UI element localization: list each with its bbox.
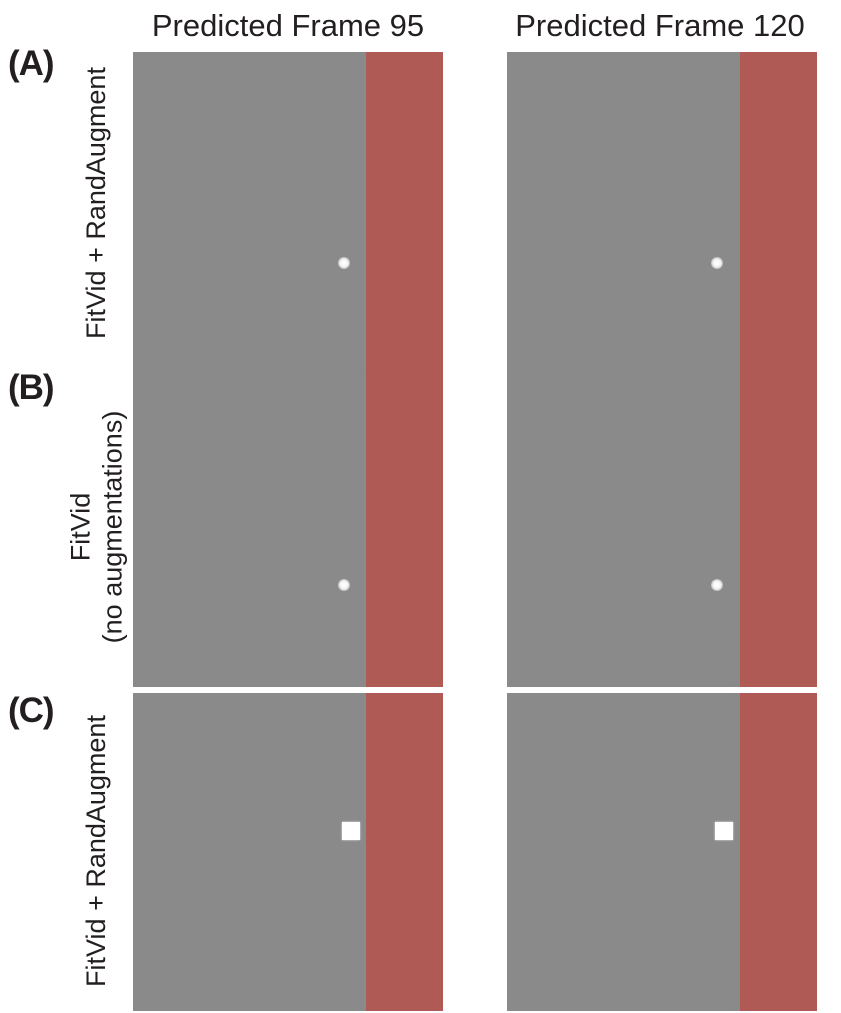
row-label-b: (B) — [8, 368, 55, 407]
red-wall — [740, 369, 817, 687]
row-c-method-label-line-1: FitVid + RandAugment — [81, 715, 112, 987]
ball — [711, 579, 723, 591]
row-a-method-label-line-1: FitVid + RandAugment — [81, 67, 112, 339]
square — [342, 822, 360, 840]
row-label-c: (C) — [8, 691, 55, 730]
red-wall — [366, 369, 443, 687]
frame-c-120 — [507, 693, 817, 1011]
red-wall — [366, 693, 443, 1011]
frame-a-120 — [507, 52, 817, 370]
ball — [711, 257, 723, 269]
red-wall — [366, 52, 443, 370]
frame-b-95 — [133, 369, 443, 687]
frame-b-120 — [507, 369, 817, 687]
row-b-method-label-line-2: (no augmentations) — [97, 410, 128, 644]
row-b-method-label-line-1: FitVid — [65, 492, 96, 562]
red-wall — [740, 52, 817, 370]
ball — [338, 579, 350, 591]
column-title-frame-95: Predicted Frame 95 — [151, 8, 425, 43]
square — [715, 822, 733, 840]
red-wall — [740, 693, 817, 1011]
row-label-a: (A) — [8, 44, 55, 83]
row-c-method-label: FitVid + RandAugment — [61, 691, 131, 1011]
frame-c-95 — [133, 693, 443, 1011]
row-a-method-label: FitVid + RandAugment — [61, 44, 131, 362]
ball — [338, 257, 350, 269]
frame-a-95 — [133, 52, 443, 370]
row-b-method-label: FitVid (no augmentations) — [61, 367, 131, 687]
column-title-frame-120: Predicted Frame 120 — [515, 8, 805, 43]
